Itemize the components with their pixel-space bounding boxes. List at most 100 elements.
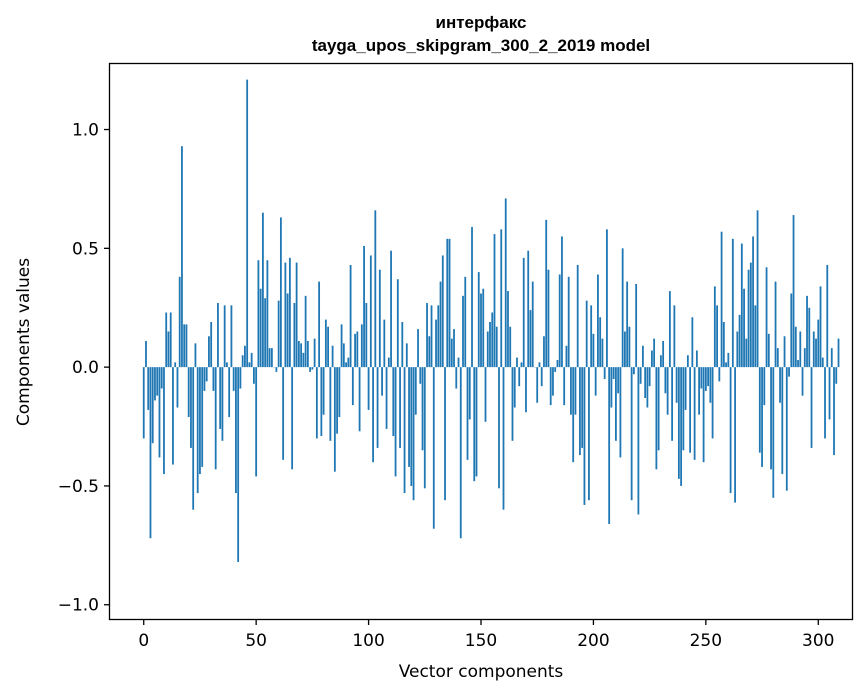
bar-25 [199,367,201,475]
bar-60 [277,300,280,368]
bar-198 [588,367,590,501]
bar-47 [248,362,251,368]
bar-52 [259,288,262,368]
y-tick-label: 0.0 [72,358,99,378]
bar-225 [648,367,651,387]
bar-273 [756,210,759,368]
bar-151 [482,288,485,368]
plot-area-frame [108,62,854,621]
bar-180 [547,269,550,368]
bar-260 [727,352,730,368]
bar-159 [500,229,503,368]
bar-82 [327,326,329,368]
bar-94 [354,333,356,368]
bar-238 [677,367,680,479]
bar-125 [423,367,426,489]
bar-73 [306,341,309,368]
bar-294 [803,348,806,368]
bar-22 [192,367,195,510]
bar-265 [738,314,741,368]
bar-118 [408,367,410,467]
bar-28 [205,367,208,382]
bar-30 [210,321,213,368]
bar-275 [761,367,763,467]
bar-191 [572,367,575,463]
bar-143 [464,276,467,368]
bar-113 [396,279,399,368]
bar-96 [358,367,361,432]
bar-284 [781,367,784,475]
bar-175 [536,367,539,403]
bar-171 [527,250,530,368]
bar-245 [693,367,696,460]
bar-187 [563,367,566,406]
bar-135 [446,238,449,368]
bar-120 [412,367,415,501]
bar-56 [268,348,271,368]
x-tick-label: 200 [577,631,609,651]
bar-15 [176,367,179,408]
bar-181 [549,367,552,406]
bar-277 [765,267,768,368]
bar-13 [172,367,174,465]
bar-17 [181,146,183,368]
bar-241 [684,367,687,410]
x-tick-label: 0 [138,631,149,651]
x-tick-label: 150 [465,631,497,651]
bar-series [142,79,840,562]
bar-11 [167,331,170,368]
bar-116 [403,367,406,494]
bar-214 [624,331,626,368]
bar-150 [480,293,482,368]
bar-299 [815,338,817,368]
bar-7 [158,367,161,458]
bar-98 [363,245,365,368]
bar-244 [691,317,694,368]
chart-subtitle: tayga_upos_skipgram_300_2_2019 model [312,36,650,55]
bar-1 [145,341,147,368]
bar-194 [579,367,581,456]
y-axis-ticks: −1.0 −0.5 0.0 0.5 1.0 [58,121,110,616]
bar-224 [646,367,649,408]
x-tick-label: 250 [690,631,722,651]
bar-122 [417,329,419,368]
bar-119 [410,367,413,486]
bar-290 [794,326,797,368]
bar-195 [581,367,584,448]
bar-222 [641,345,644,368]
bar-161 [504,198,507,368]
bar-231 [662,341,665,368]
bar-242 [686,355,689,368]
bar-148 [475,367,478,477]
bar-54 [264,298,267,368]
bar-258 [722,321,725,368]
bar-279 [770,367,772,470]
bar-63 [284,262,287,368]
bar-27 [203,367,206,391]
bar-79 [320,367,323,437]
bar-83 [329,367,332,441]
bar-267 [743,288,745,368]
bar-61 [279,217,282,368]
bar-286 [785,367,788,491]
bar-268 [745,338,748,368]
bar-308 [835,367,838,384]
y-tick-label: −1.0 [58,596,99,616]
bar-172 [529,310,532,368]
bar-42 [237,367,240,562]
bar-304 [826,264,829,368]
bar-296 [808,307,811,368]
bar-92 [349,264,352,368]
bar-128 [430,305,433,368]
bar-188 [565,345,568,368]
bar-298 [812,331,815,368]
bar-152 [484,367,487,422]
bar-292 [799,331,802,368]
bar-246 [695,350,698,368]
bar-262 [731,238,734,368]
bar-291 [797,360,799,368]
bar-212 [619,367,622,458]
bar-280 [772,367,775,498]
bar-243 [689,367,692,453]
